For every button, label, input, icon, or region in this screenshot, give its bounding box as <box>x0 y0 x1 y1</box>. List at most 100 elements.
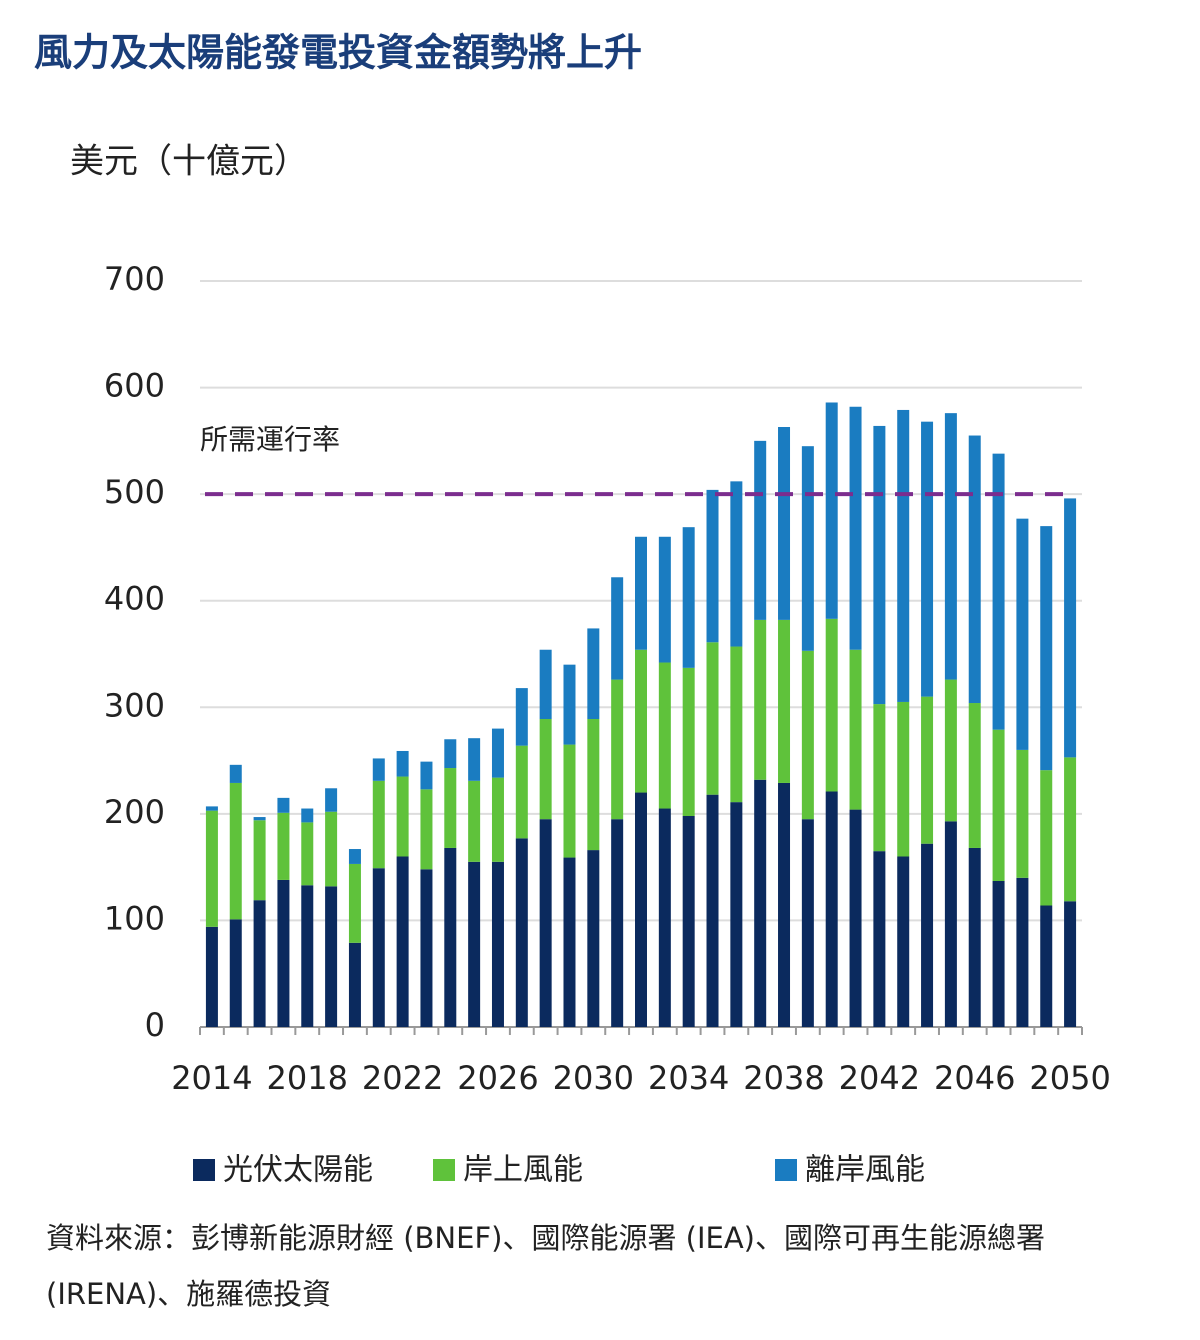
bar-segment <box>944 679 957 822</box>
bar-segment <box>1016 877 1029 1027</box>
legend-label: 離岸風能 <box>805 1153 925 1188</box>
bar-segment <box>253 900 266 1027</box>
bar-segment <box>587 850 600 1027</box>
bar-segment <box>372 758 385 781</box>
legend-swatch <box>775 1159 797 1181</box>
bar-segment <box>921 696 934 844</box>
x-tick-label: 2038 <box>743 1059 824 1097</box>
legend-label: 光伏太陽能 <box>223 1153 373 1188</box>
bar-segment <box>563 664 576 745</box>
y-tick-label: 0 <box>145 1006 165 1044</box>
source-note: 資料來源：彭博新能源財經 (BNEF)、國際能源署 (IEA)、國際可再生能源總… <box>46 1221 1046 1311</box>
bar-segment <box>1016 518 1029 750</box>
bar-segment <box>944 821 957 1027</box>
bar-segment <box>706 489 719 643</box>
bar-segment <box>515 745 528 839</box>
bar-segment <box>992 729 1005 881</box>
legend-swatch <box>433 1159 455 1181</box>
x-tick-label: 2034 <box>648 1059 729 1097</box>
bar-segment <box>253 817 266 821</box>
x-tick-label: 2042 <box>839 1059 920 1097</box>
bar-segment <box>229 782 242 920</box>
bar-segment <box>420 789 433 870</box>
bar-segment <box>682 667 695 816</box>
x-tick-label: 2026 <box>457 1059 538 1097</box>
bar-segment <box>372 780 385 869</box>
bar-segment <box>420 761 433 790</box>
bar-segment <box>348 942 361 1027</box>
bar-segment <box>1064 757 1077 902</box>
bar-segment <box>730 802 743 1027</box>
bar-segment <box>468 738 481 781</box>
bar-segment <box>468 780 481 862</box>
bar-segment <box>968 703 981 848</box>
bar-segment <box>778 427 791 620</box>
bar-segment <box>277 797 290 813</box>
bar-segment <box>563 744 576 858</box>
bar-segment <box>253 820 266 901</box>
bar-segment <box>921 421 934 697</box>
bar-segment <box>229 764 242 783</box>
bar-segment <box>873 704 886 852</box>
bar-segment <box>229 919 242 1027</box>
bar-segment <box>682 815 695 1027</box>
bar-segment <box>968 847 981 1027</box>
bar-segment <box>468 861 481 1027</box>
bar-segment <box>420 869 433 1027</box>
bar-segment <box>1016 749 1029 878</box>
bar-segment <box>754 619 767 780</box>
bar-segment <box>491 861 504 1027</box>
y-tick-label: 600 <box>104 367 165 405</box>
bar-segment <box>539 719 552 820</box>
bar-segment <box>897 856 910 1027</box>
bar-segment <box>563 857 576 1027</box>
bar-segment <box>515 688 528 746</box>
bar-segment <box>801 650 814 820</box>
bar-segment <box>635 792 647 1027</box>
bar-segment <box>277 812 290 880</box>
bar-segment <box>444 768 457 848</box>
bar-segment <box>706 642 719 795</box>
bar-segment <box>849 649 862 810</box>
bar-segment <box>897 701 910 857</box>
bar-segment <box>778 619 791 783</box>
bar-segment <box>611 577 624 680</box>
bar-segment <box>539 649 552 720</box>
bar-segment <box>587 719 600 851</box>
bar-segment <box>635 649 647 793</box>
x-tick-label: 2030 <box>553 1059 634 1097</box>
bar-segment <box>873 425 886 705</box>
bar-segment <box>277 879 290 1027</box>
bar-segment <box>754 779 767 1027</box>
bar-segment <box>205 806 218 811</box>
bar-segment <box>491 728 504 778</box>
x-tick-label: 2022 <box>362 1059 443 1097</box>
bar-segment <box>301 808 314 823</box>
bar-segment <box>396 856 409 1027</box>
bar-segment <box>491 777 504 862</box>
bar-segment <box>1064 901 1077 1027</box>
bar-segment <box>944 413 957 680</box>
bar-segment <box>396 750 409 777</box>
y-tick-label: 500 <box>104 473 165 511</box>
legend-swatch <box>193 1159 215 1181</box>
bar-segment <box>801 819 814 1027</box>
bar-segment <box>301 885 314 1027</box>
bar-segment <box>611 679 624 820</box>
bar-segment <box>348 863 361 943</box>
bar-segment <box>1064 498 1077 758</box>
y-tick-label: 700 <box>104 260 165 298</box>
bar-segment <box>706 794 719 1027</box>
bar-segment <box>658 662 671 809</box>
bar-segment <box>348 849 361 864</box>
y-tick-label: 400 <box>104 580 165 618</box>
bar-segment <box>992 880 1005 1027</box>
bar-segment <box>1040 905 1053 1027</box>
bar-segment <box>992 453 1005 730</box>
bar-segment <box>968 435 981 704</box>
legend-label: 岸上風能 <box>463 1153 583 1188</box>
x-tick-label: 2018 <box>267 1059 348 1097</box>
x-tick-label: 2046 <box>934 1059 1015 1097</box>
y-tick-label: 200 <box>104 793 165 831</box>
